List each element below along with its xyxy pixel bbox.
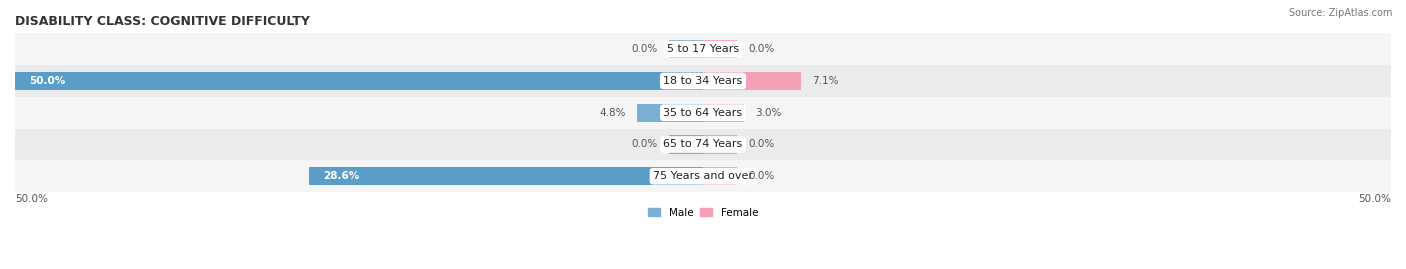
Text: 3.0%: 3.0% bbox=[755, 108, 782, 118]
Bar bbox=[15, 129, 1391, 160]
Text: 0.0%: 0.0% bbox=[748, 171, 775, 181]
Bar bbox=[703, 167, 737, 185]
Text: 50.0%: 50.0% bbox=[28, 76, 65, 86]
Text: 18 to 34 Years: 18 to 34 Years bbox=[664, 76, 742, 86]
Bar bbox=[637, 104, 703, 122]
Bar bbox=[15, 72, 703, 90]
Bar bbox=[703, 72, 800, 90]
Text: 65 to 74 Years: 65 to 74 Years bbox=[664, 140, 742, 150]
Bar bbox=[703, 104, 744, 122]
Text: 0.0%: 0.0% bbox=[748, 140, 775, 150]
Text: 0.0%: 0.0% bbox=[748, 44, 775, 54]
Bar bbox=[669, 135, 703, 154]
Text: DISABILITY CLASS: COGNITIVE DIFFICULTY: DISABILITY CLASS: COGNITIVE DIFFICULTY bbox=[15, 15, 309, 28]
Bar bbox=[15, 33, 1391, 65]
Bar bbox=[15, 65, 1391, 97]
Text: 5 to 17 Years: 5 to 17 Years bbox=[666, 44, 740, 54]
Text: 75 Years and over: 75 Years and over bbox=[652, 171, 754, 181]
Text: 7.1%: 7.1% bbox=[811, 76, 838, 86]
Text: 50.0%: 50.0% bbox=[15, 194, 48, 204]
Text: 50.0%: 50.0% bbox=[1358, 194, 1391, 204]
Bar bbox=[15, 97, 1391, 129]
Text: 0.0%: 0.0% bbox=[631, 44, 658, 54]
Bar bbox=[703, 135, 737, 154]
Text: Source: ZipAtlas.com: Source: ZipAtlas.com bbox=[1288, 8, 1392, 18]
Bar bbox=[15, 160, 1391, 192]
Text: 4.8%: 4.8% bbox=[599, 108, 626, 118]
Legend: Male, Female: Male, Female bbox=[644, 204, 762, 222]
Text: 0.0%: 0.0% bbox=[631, 140, 658, 150]
Bar bbox=[309, 167, 703, 185]
Text: 35 to 64 Years: 35 to 64 Years bbox=[664, 108, 742, 118]
Bar bbox=[669, 40, 703, 58]
Text: 28.6%: 28.6% bbox=[323, 171, 360, 181]
Bar bbox=[703, 40, 737, 58]
